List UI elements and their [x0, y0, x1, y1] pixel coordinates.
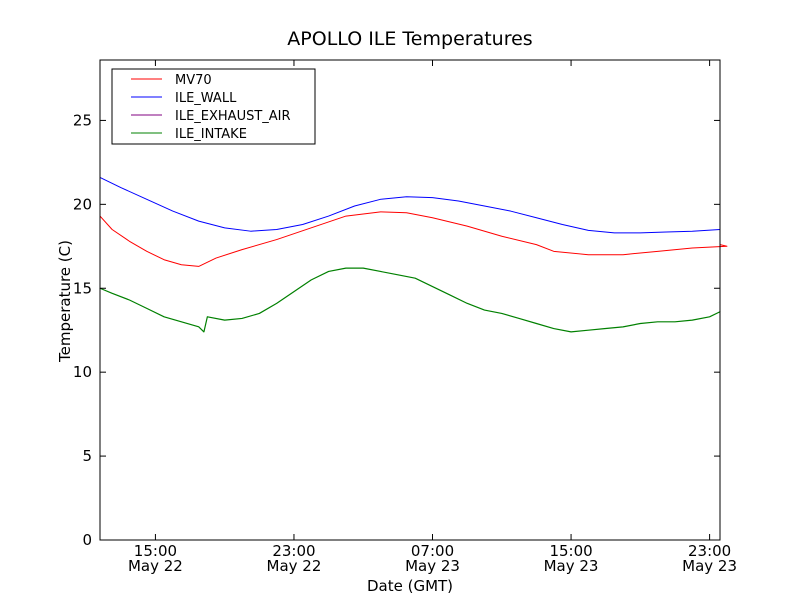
x-tick-date-label: May 22	[267, 557, 322, 575]
plot-layer	[99, 176, 728, 333]
legend-label-ile-exhaust-air: ILE_EXHAUST_AIR	[175, 109, 291, 124]
plot-frame	[99, 59, 721, 541]
x-tick-date-label: May 23	[682, 557, 737, 575]
y-tick-label: 10	[73, 363, 92, 381]
x-tick-date-label: May 23	[544, 557, 599, 575]
y-axis-label: Temperature (C)	[56, 240, 74, 363]
x-tick-date-label: May 23	[405, 557, 460, 575]
series-line-ile-wall	[99, 176, 721, 234]
x-tick-time-label: 07:00	[411, 542, 454, 560]
x-tick-time-label: 23:00	[272, 542, 315, 560]
legend-label-ile-wall: ILE_WALL	[175, 91, 237, 106]
x-axis-label: Date (GMT)	[367, 577, 453, 595]
legend-box	[111, 68, 316, 145]
legend-label-mv70: MV70	[175, 73, 212, 88]
y-tick-label: 20	[73, 195, 92, 213]
y-tick-label: 25	[73, 111, 92, 129]
legend: MV70 ILE_WALL ILE_EXHAUST_AIR ILE_INTAKE	[111, 68, 316, 145]
x-tick-time-label: 23:00	[688, 542, 731, 560]
y-tick-label: 15	[73, 279, 92, 297]
y-tick-label: 0	[82, 531, 92, 549]
series-line-mv70	[99, 211, 728, 267]
chart-title: APOLLO ILE Temperatures	[287, 28, 532, 50]
y-tick-label: 5	[82, 447, 92, 465]
series-line-ile-intake	[99, 267, 721, 333]
x-tick-time-label: 15:00	[134, 542, 177, 560]
legend-label-ile-intake: ILE_INTAKE	[175, 127, 247, 142]
x-tick-time-label: 15:00	[549, 542, 592, 560]
x-tick-date-label: May 22	[128, 557, 183, 575]
